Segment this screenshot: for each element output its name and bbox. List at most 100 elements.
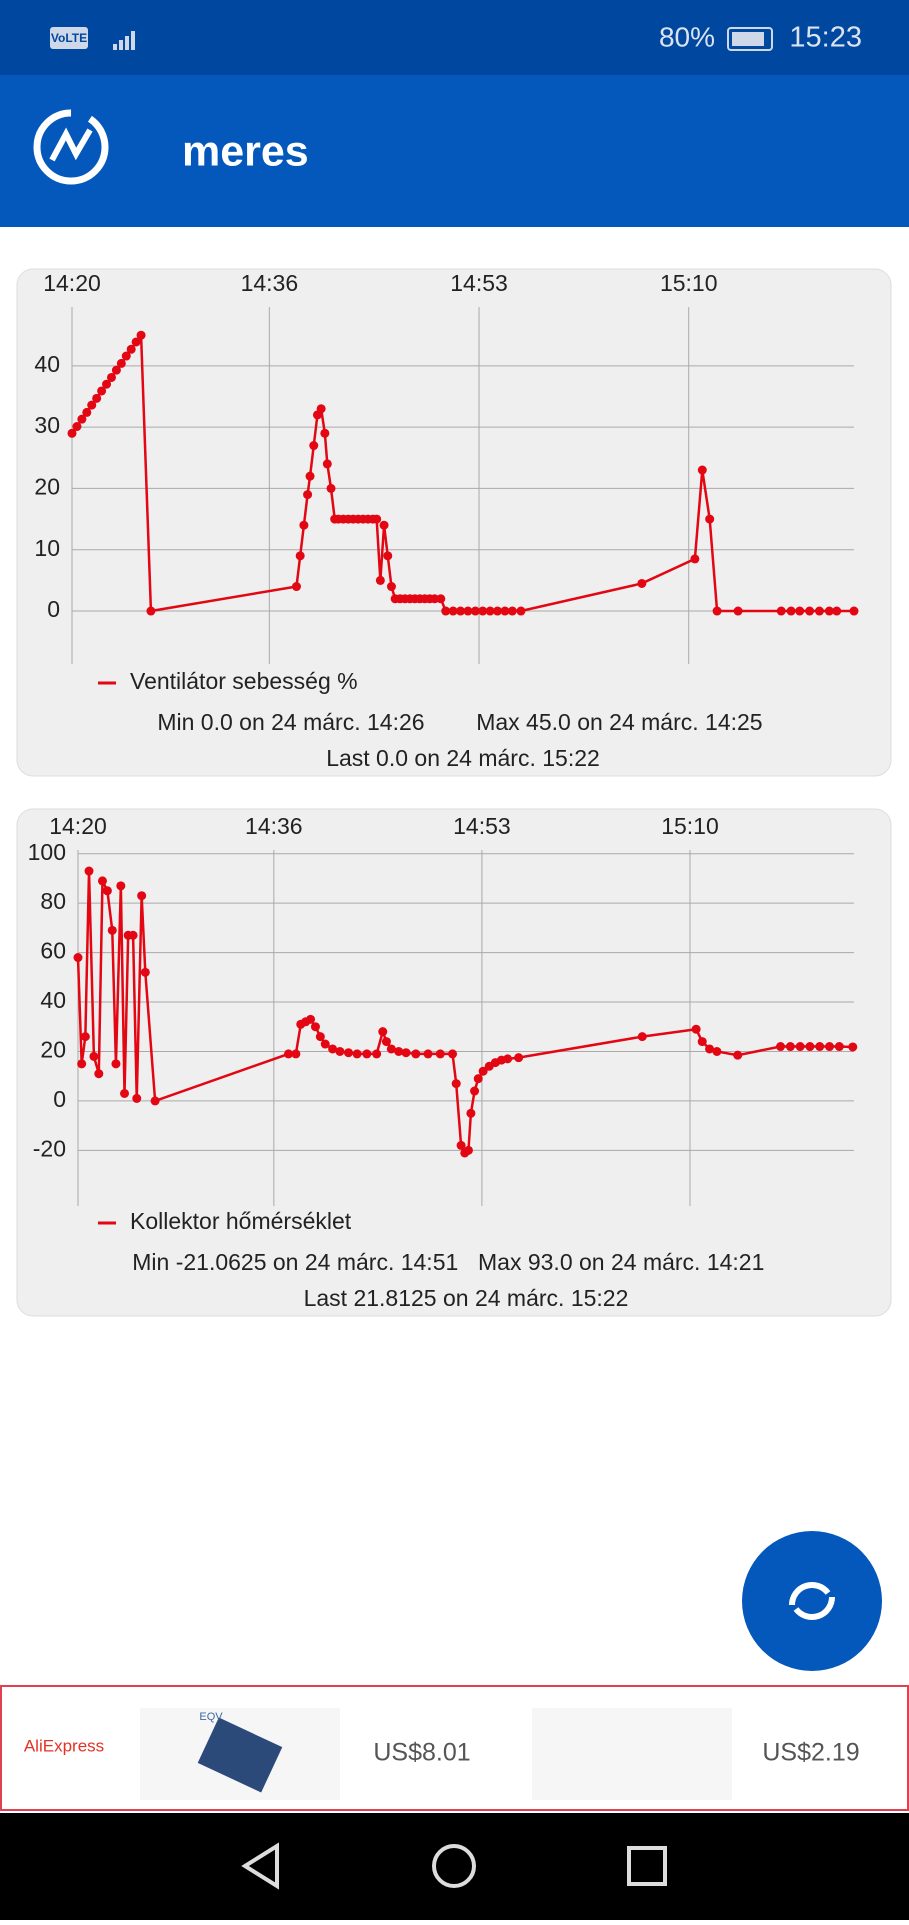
y-tick-label: 20 <box>40 1037 66 1063</box>
data-point <box>335 1046 345 1056</box>
data-point <box>126 344 136 354</box>
data-point <box>478 1066 488 1076</box>
y-tick-label: 30 <box>34 412 60 438</box>
data-point <box>463 1145 473 1155</box>
data-point <box>140 967 150 977</box>
data-point <box>136 330 146 340</box>
data-point <box>691 1024 701 1034</box>
x-tick-label: 14:53 <box>450 270 508 296</box>
x-tick-label: 14:20 <box>43 270 101 296</box>
data-point <box>470 1086 480 1096</box>
refresh-icon <box>789 1582 835 1620</box>
data-point <box>310 1022 320 1032</box>
y-tick-label: -20 <box>33 1135 66 1161</box>
data-point <box>697 1037 707 1047</box>
data-point <box>712 1046 722 1056</box>
x-tick-label: 14:36 <box>241 270 299 296</box>
data-point <box>423 1049 433 1059</box>
data-point <box>291 1049 301 1059</box>
clock: 15:23 <box>789 22 862 54</box>
app-title: meres <box>182 127 309 175</box>
data-point <box>456 1140 466 1150</box>
data-point <box>470 606 480 616</box>
data-point <box>102 886 112 896</box>
data-point <box>132 1093 142 1103</box>
data-point <box>111 1059 121 1069</box>
stat-max: Max 45.0 on 24 márc. 14:25 <box>476 709 762 735</box>
nav-home[interactable] <box>432 1844 476 1888</box>
x-tick-label: 15:10 <box>660 270 718 296</box>
ad-image <box>532 1708 732 1800</box>
y-tick-label: 20 <box>34 474 60 500</box>
data-point <box>493 606 503 616</box>
data-point <box>448 1049 458 1059</box>
data-point <box>712 606 722 616</box>
data-point <box>786 606 796 616</box>
y-tick-label: 40 <box>34 351 60 377</box>
data-point <box>849 606 859 616</box>
y-tick-label: 0 <box>53 1086 66 1112</box>
status-icons <box>113 27 773 51</box>
data-point <box>776 1042 786 1052</box>
data-point <box>500 606 510 616</box>
refresh-button[interactable] <box>742 1531 882 1671</box>
data-point <box>137 891 147 901</box>
stat-min: Min 0.0 on 24 márc. 14:26 <box>157 709 424 735</box>
data-point <box>107 925 117 935</box>
data-point <box>80 1032 90 1042</box>
data-point <box>848 1042 858 1052</box>
data-point <box>322 459 332 469</box>
legend-label: Kollektor hőmérséklet <box>130 1208 352 1234</box>
y-tick-label: 80 <box>40 888 66 914</box>
y-tick-label: 10 <box>34 535 60 561</box>
data-point <box>733 1050 743 1060</box>
data-point <box>381 1037 391 1047</box>
data-point <box>485 606 495 616</box>
nav-bar <box>0 1813 909 1920</box>
data-point <box>824 606 834 616</box>
data-point <box>507 606 517 616</box>
data-point <box>733 606 743 616</box>
data-point <box>637 1032 647 1042</box>
data-point <box>383 551 393 561</box>
data-point <box>637 578 647 588</box>
stat-max: Max 93.0 on 24 márc. 14:21 <box>478 1249 764 1275</box>
data-point <box>92 393 102 403</box>
x-tick-label: 14:53 <box>453 813 511 839</box>
data-point <box>815 1042 825 1052</box>
data-point <box>441 606 451 616</box>
data-point <box>690 554 700 564</box>
data-point <box>473 1074 483 1084</box>
app-bar <box>0 75 909 227</box>
data-point <box>516 606 526 616</box>
data-point <box>514 1053 524 1063</box>
data-point <box>131 337 141 347</box>
nav-recent[interactable] <box>627 1846 667 1886</box>
data-point <box>463 606 473 616</box>
data-point <box>814 606 824 616</box>
ad-price: US$8.01 <box>373 1739 470 1767</box>
data-point <box>795 606 805 616</box>
data-point <box>328 1044 338 1054</box>
volte-badge <box>50 27 88 49</box>
data-point <box>834 1042 844 1052</box>
data-point <box>503 1054 513 1064</box>
data-point <box>121 351 131 361</box>
data-point <box>705 1044 715 1054</box>
chart-card <box>16 268 892 777</box>
data-point <box>82 407 92 417</box>
nav-back[interactable] <box>241 1842 279 1890</box>
data-point <box>295 551 305 561</box>
data-point <box>77 414 87 424</box>
data-point <box>326 483 336 493</box>
data-point <box>116 358 126 368</box>
app-logo <box>33 109 109 185</box>
data-point <box>84 866 94 876</box>
data-point <box>87 400 97 410</box>
data-point <box>111 365 121 375</box>
x-tick-label: 14:20 <box>49 813 107 839</box>
data-point <box>320 1039 330 1049</box>
x-tick-label: 14:36 <box>245 813 303 839</box>
data-point <box>67 428 77 438</box>
